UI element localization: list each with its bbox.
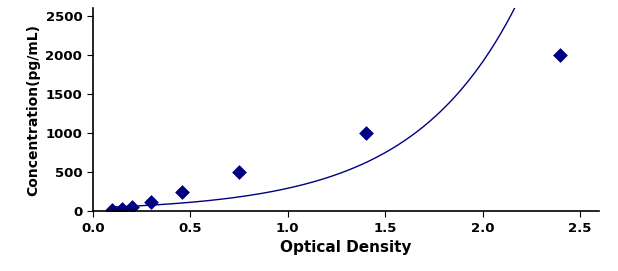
Point <box>108 208 117 212</box>
Point <box>117 207 127 211</box>
Point <box>361 131 371 136</box>
Point <box>127 204 137 209</box>
X-axis label: Optical Density: Optical Density <box>281 240 412 255</box>
Point <box>146 199 156 204</box>
Point <box>234 170 244 175</box>
Point <box>177 190 187 194</box>
Y-axis label: Concentration(pg/mL): Concentration(pg/mL) <box>26 24 40 196</box>
Point <box>556 53 565 57</box>
